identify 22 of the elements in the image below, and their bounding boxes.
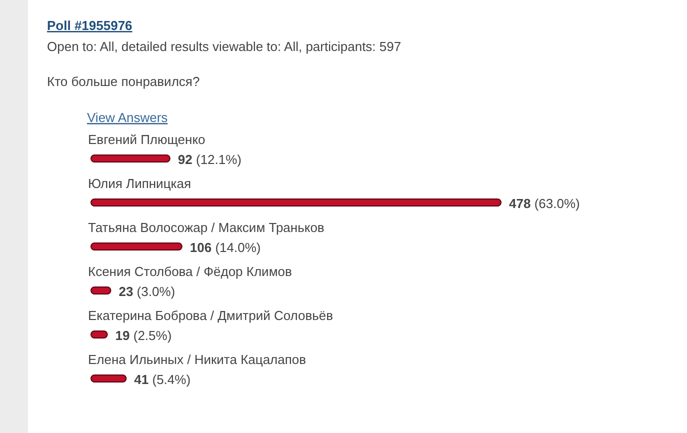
chart-subtitle: Open to: All, detailed results viewable to: All, participants: 597 — [47, 39, 402, 54]
y-tick-label: Екатерина Боброва / Дмитрий Соловьёв — [88, 308, 334, 323]
data-label: 19 (2.5%) — [115, 328, 172, 343]
bar — [90, 154, 170, 162]
chart-title: Poll #1955976 — [47, 18, 132, 33]
bar — [90, 198, 502, 206]
y-tick-label: Евгений Плющенко — [88, 132, 206, 147]
data-label: 23 (3.0%) — [118, 284, 176, 299]
data-label: 478 (63.0%) — [509, 196, 580, 211]
bar — [90, 242, 182, 250]
data-label: 106 (14.0%) — [190, 240, 261, 255]
data-label: 92 (12.1%) — [178, 152, 242, 167]
bar — [90, 286, 112, 294]
y-tick-label: Татьяна Волосожар / Максим Траньков — [88, 220, 324, 235]
text: Кто больше понравился? — [47, 74, 200, 89]
y-tick-label: Юлия Липницкая — [88, 176, 192, 191]
y-tick-label: Ксения Столбова / Фёдор Климов — [88, 264, 292, 279]
annotation: View Answers — [87, 110, 168, 125]
y-tick-label: Елена Ильиных / Никита Кацалапов — [88, 352, 306, 367]
bar — [90, 374, 127, 382]
bar — [90, 330, 108, 338]
data-label: 41 (5.4%) — [134, 372, 191, 387]
